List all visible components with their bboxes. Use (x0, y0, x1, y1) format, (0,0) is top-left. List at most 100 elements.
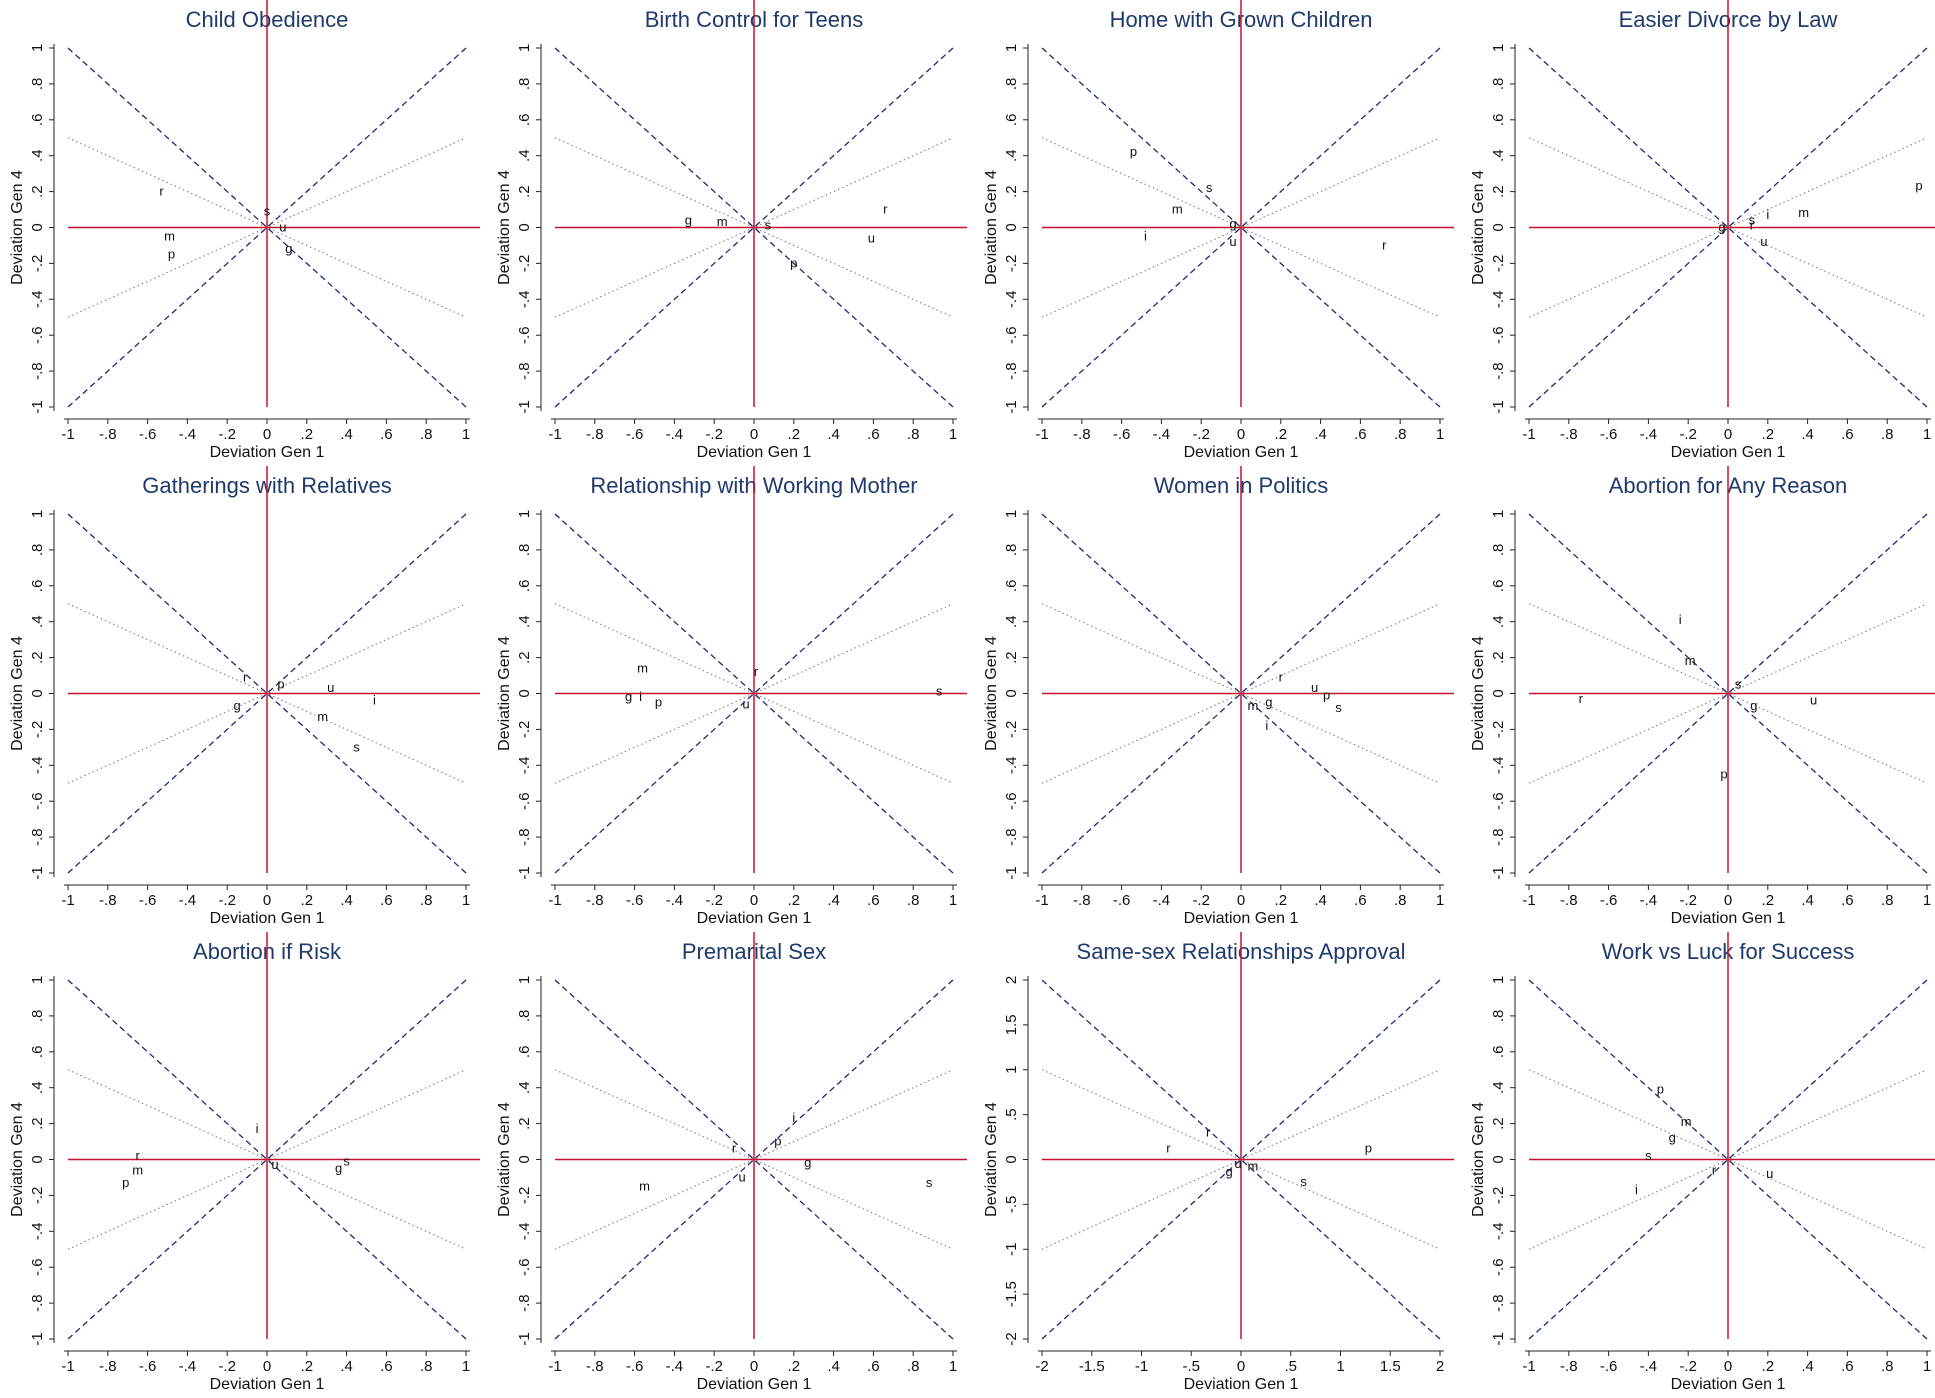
point-label-s: s (765, 218, 772, 233)
x-tick-label: 0 (1237, 426, 1245, 443)
neg-half-slope-line (1041, 137, 1441, 318)
point-label-m: m (1172, 202, 1183, 217)
point-label-m: m (132, 1162, 143, 1177)
half-slope-line (554, 603, 954, 784)
half-slope-line (554, 1069, 954, 1250)
neg-half-slope-line (554, 1069, 954, 1250)
x-tick-label: -1 (548, 426, 561, 443)
y-tick-label: .2 (516, 1117, 533, 1130)
y-axis-label: Deviation Gen 4 (1470, 636, 1487, 751)
y-tick-label: -.8 (516, 828, 533, 846)
point-label-p: p (1365, 1141, 1372, 1156)
x-tick-label: -.6 (139, 892, 157, 909)
x-tick-label: .6 (1354, 892, 1367, 909)
y-tick-label: 1 (29, 510, 46, 518)
y-tick-label: .6 (516, 580, 533, 593)
x-tick-label: -.2 (1192, 426, 1210, 443)
point-label-p: p (1915, 178, 1922, 193)
x-tick-label: -.8 (1073, 892, 1091, 909)
x-tick-label: 1 (1923, 892, 1931, 909)
point-label-s: s (1300, 1174, 1307, 1189)
x-tick-label: .2 (1762, 892, 1775, 909)
point-label-m: m (717, 214, 728, 229)
x-tick-label: .4 (1801, 892, 1814, 909)
point-label-r: r (1382, 237, 1387, 252)
y-tick-label: -.6 (29, 326, 46, 344)
y-tick-label: -1 (516, 1332, 533, 1345)
y-tick-label: .6 (1003, 114, 1020, 127)
y-tick-label: -.2 (516, 1187, 533, 1205)
y-tick-label: -.8 (29, 1294, 46, 1312)
chart-panel-7: Women in Politics-1 -.8 -.6 -.4 -.2 0.2.4.6.8… (983, 466, 1454, 927)
x-tick-label: 0 (1724, 1358, 1732, 1375)
y-tick-label: -2 (1003, 1332, 1020, 1345)
x-tick-label: -1 (61, 1358, 74, 1375)
x-tick-label: 1 (1923, 426, 1931, 443)
y-tick-label: .6 (29, 1046, 46, 1059)
y-tick-label: -.4 (516, 1223, 533, 1241)
x-tick-label: .4 (340, 426, 353, 443)
x-tick-label: .6 (380, 1358, 393, 1375)
y-tick-label: .2 (516, 651, 533, 664)
y-tick-label: 1 (516, 44, 533, 52)
neg-half-slope-line (67, 137, 467, 318)
y-tick-label: -.8 (1003, 362, 1020, 380)
y-tick-label: .4 (1003, 615, 1020, 628)
y-tick-label: .2 (516, 185, 533, 198)
x-tick-label: -1 (1522, 426, 1535, 443)
y-tick-label: .2 (29, 1117, 46, 1130)
x-tick-label: -2 (1035, 1358, 1048, 1375)
point-label-r: r (732, 1141, 737, 1156)
x-tick-label: -.4 (666, 1358, 684, 1375)
point-label-s: s (936, 684, 943, 699)
point-label-s: s (1645, 1148, 1652, 1163)
y-tick-label: .8 (1003, 78, 1020, 91)
point-label-g: g (234, 698, 241, 713)
y-tick-label: .8 (29, 1010, 46, 1023)
x-tick-label: -.6 (626, 1358, 644, 1375)
point-label-p: p (790, 255, 797, 270)
y-tick-label: .4 (29, 1081, 46, 1094)
x-tick-label: .8 (420, 1358, 433, 1375)
point-label-g: g (685, 212, 692, 227)
x-tick-label: .2 (301, 426, 314, 443)
point-label-p: p (655, 694, 662, 709)
point-label-p: p (122, 1175, 129, 1190)
x-tick-label: .2 (1762, 1358, 1775, 1375)
x-tick-label: .4 (1801, 1358, 1814, 1375)
point-label-s: s (1206, 180, 1213, 195)
y-tick-label: -.8 (1490, 362, 1507, 380)
x-tick-label: -.6 (626, 892, 644, 909)
point-label-g: g (625, 689, 632, 704)
x-tick-label: -.2 (705, 1358, 723, 1375)
x-tick-label: .2 (1762, 426, 1775, 443)
x-tick-label: .8 (1881, 1358, 1894, 1375)
x-tick-label: .8 (420, 426, 433, 443)
y-axis-label: Deviation Gen 4 (496, 636, 513, 751)
x-tick-label: -.2 (218, 1358, 236, 1375)
y-tick-label: .8 (1490, 544, 1507, 557)
y-tick-label: -.2 (1003, 255, 1020, 273)
y-tick-label: -.6 (516, 1258, 533, 1276)
point-label-g: g (1229, 216, 1236, 231)
x-tick-label: -.8 (1073, 426, 1091, 443)
y-tick-label: 0 (516, 1155, 533, 1163)
point-label-s: s (343, 1153, 350, 1168)
point-label-r: r (754, 664, 759, 679)
neg-half-slope-line (1041, 1069, 1441, 1250)
x-tick-label: .8 (420, 892, 433, 909)
x-tick-label: 0 (1724, 426, 1732, 443)
y-tick-label: 1 (29, 976, 46, 984)
point-label-i: i (1766, 207, 1769, 222)
point-label-u: u (271, 1157, 278, 1172)
y-tick-label: 1 (1490, 510, 1507, 518)
x-tick-label: .8 (1394, 892, 1407, 909)
x-tick-label: -.4 (179, 426, 197, 443)
y-tick-label: 1 (516, 976, 533, 984)
point-label-s: s (1735, 677, 1742, 692)
y-tick-label: 0 (29, 223, 46, 231)
point-label-u: u (1234, 1156, 1241, 1171)
y-tick-label: .6 (516, 114, 533, 127)
chart-panel-1: Child Obedience-1 -.8 -.6 -.4 -.2 0.2.4.6.8 1-… (9, 0, 480, 461)
y-tick-label: .4 (1490, 1081, 1507, 1094)
